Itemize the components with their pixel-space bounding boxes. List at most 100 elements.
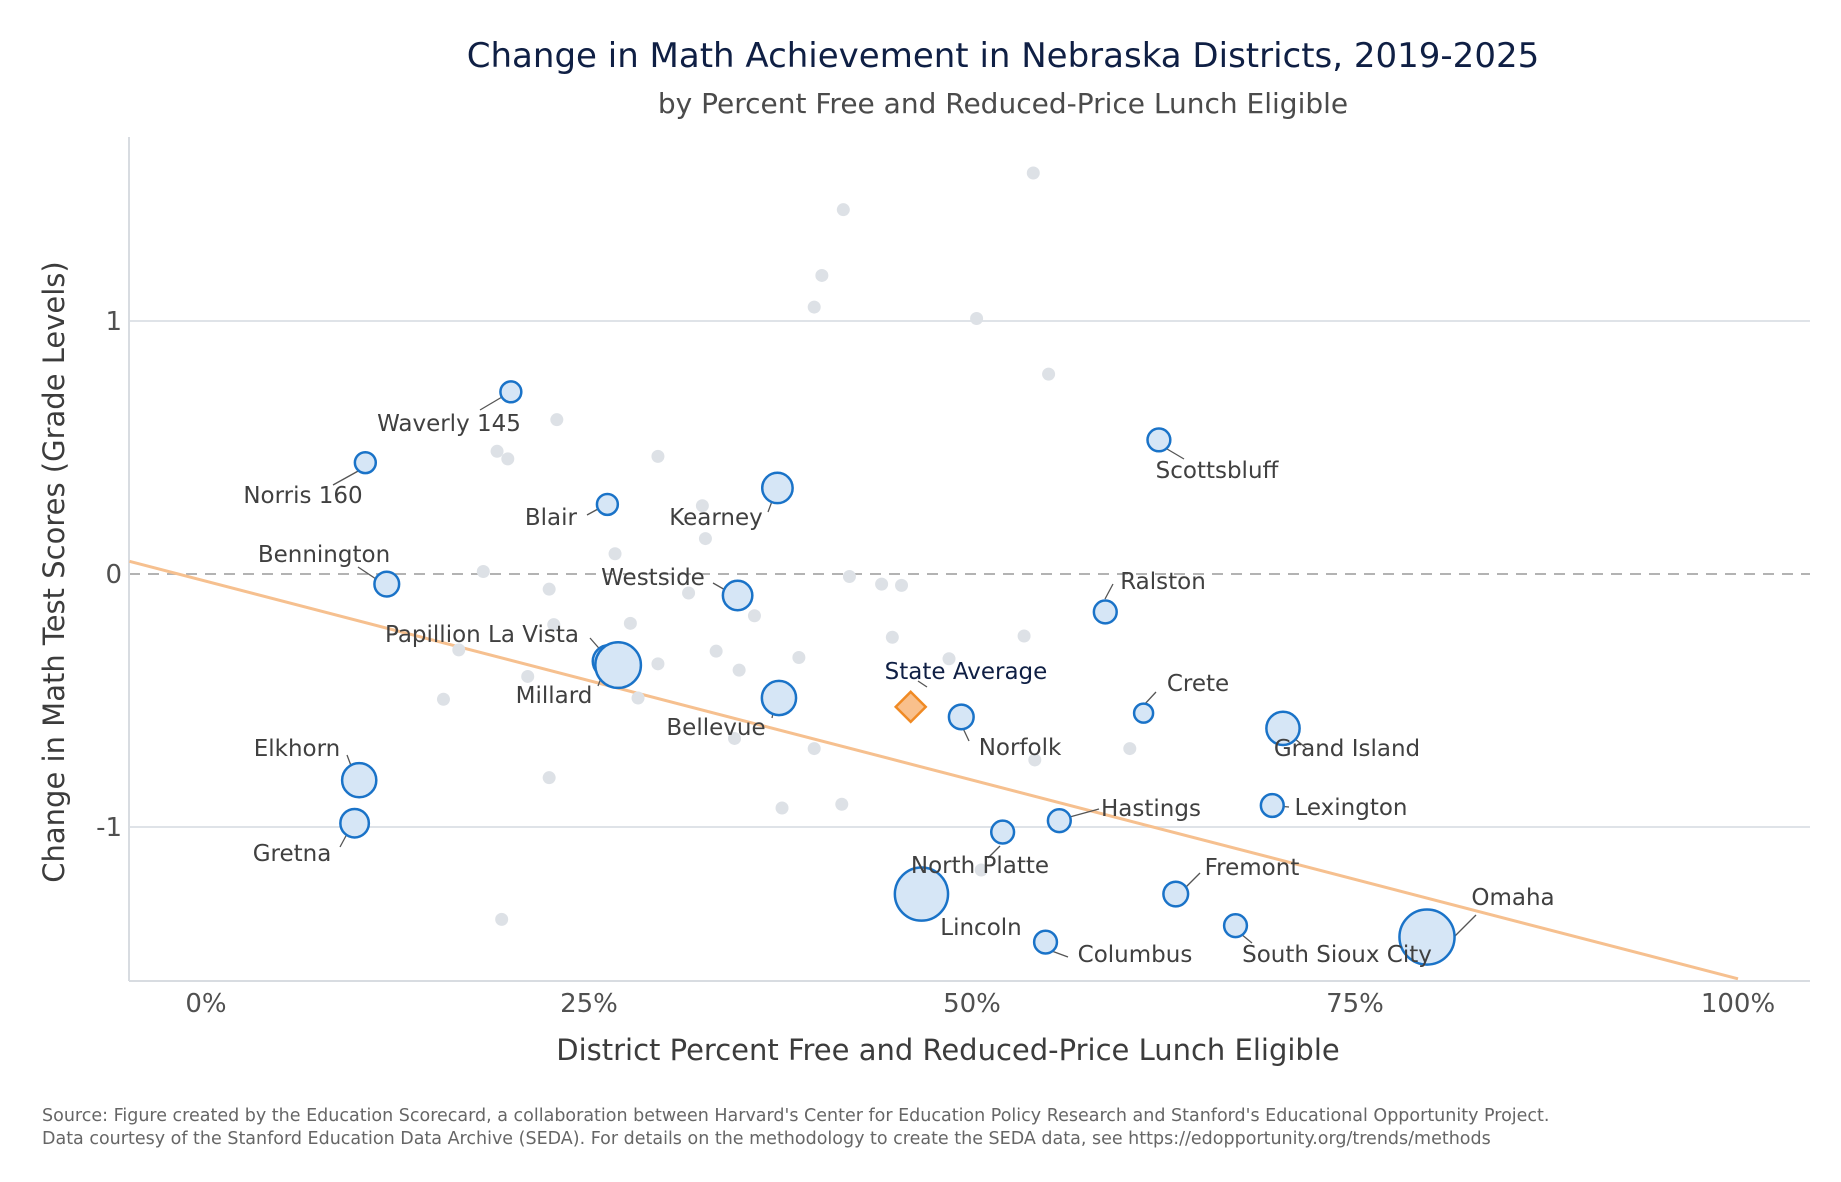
district-point	[1042, 367, 1056, 381]
district-point-highlighted	[340, 761, 378, 799]
district-label: North Platte	[911, 853, 1049, 879]
district-point-highlighted	[1132, 702, 1155, 724]
x-axis-title: District Percent Free and Reduced-Price …	[556, 1033, 1340, 1067]
state-average-marker	[893, 690, 928, 724]
district-point-highlighted	[1398, 908, 1456, 966]
district-point	[775, 801, 789, 815]
label-leader-line	[917, 680, 928, 688]
district-point-highlighted	[1259, 792, 1285, 819]
axes	[128, 137, 1810, 982]
x-tick-label: 100%	[1701, 989, 1775, 1019]
district-point	[550, 413, 564, 427]
district-point-highlighted	[1146, 427, 1172, 453]
x-tick-label: 75%	[1326, 989, 1384, 1019]
district-label: Fremont	[1205, 855, 1300, 881]
district-label: Lincoln	[940, 915, 1021, 941]
district-point	[623, 616, 637, 630]
district-label: Grand Island	[1274, 736, 1420, 762]
district-point	[608, 547, 622, 561]
chart-subtitle: by Percent Free and Reduced-Price Lunch …	[658, 87, 1348, 120]
district-point	[452, 643, 466, 657]
district-point	[495, 912, 509, 926]
district-point	[835, 797, 849, 811]
district-label: Blair	[525, 505, 578, 531]
district-label: Papillion La Vista	[385, 622, 579, 648]
district-point-highlighted	[760, 679, 798, 717]
district-point	[807, 300, 821, 314]
state-average-group	[893, 690, 928, 724]
district-point	[476, 564, 490, 578]
district-point	[501, 452, 515, 466]
district-point	[747, 609, 761, 623]
district-point-highlighted	[760, 471, 794, 505]
y-tick-label: 0	[105, 560, 122, 590]
label-leader-line	[1452, 914, 1477, 939]
district-point-highlighted	[947, 703, 975, 731]
y-tick-label: 1	[105, 307, 122, 337]
district-label: Gretna	[253, 841, 332, 867]
district-point	[695, 499, 709, 513]
district-point	[436, 692, 450, 706]
district-labels: Norris 160 Waverly 145 Bennington Blair Kear…	[243, 411, 1554, 968]
district-point-highlighted	[1046, 808, 1072, 834]
district-point-highlighted	[893, 866, 950, 922]
district-point	[542, 771, 556, 785]
district-label: Ralston	[1120, 569, 1206, 595]
district-point-highlighted	[989, 819, 1016, 845]
labeled-districts	[339, 380, 1456, 966]
x-tick-label: 50%	[943, 989, 1001, 1019]
district-point	[542, 582, 556, 596]
district-point	[732, 663, 746, 677]
district-point	[842, 570, 856, 584]
district-point-highlighted	[1222, 913, 1249, 939]
label-leader-line	[1065, 808, 1100, 819]
district-point-highlighted	[594, 641, 643, 690]
district-point	[875, 577, 889, 591]
label-leader-line	[479, 396, 503, 411]
district-point	[1026, 166, 1040, 180]
district-point	[547, 618, 561, 632]
district-point	[885, 630, 899, 644]
district-point-highlighted	[1092, 599, 1118, 625]
district-point	[521, 669, 535, 683]
district-point	[1028, 753, 1042, 767]
district-point	[970, 311, 984, 325]
trend-line	[129, 559, 1739, 981]
district-label: Norris 160	[243, 483, 362, 509]
label-leader-line	[357, 566, 377, 580]
district-point-highlighted	[1032, 929, 1059, 955]
district-point	[631, 691, 645, 705]
gridlines	[129, 320, 1810, 828]
district-point	[815, 268, 829, 282]
district-label: Lexington	[1294, 795, 1407, 821]
district-label: Columbus	[1078, 942, 1193, 968]
district-label: Bellevue	[666, 715, 765, 741]
district-label: Millard	[516, 683, 593, 709]
label-leader-line	[339, 833, 348, 848]
district-label: Waverly 145	[377, 411, 521, 437]
chart-title: Change in Math Achievement in Nebraska D…	[467, 36, 1539, 76]
state-average-label: State Average	[885, 659, 1048, 685]
source-note-line-1: Source: Figure created by the Education …	[42, 1106, 1549, 1126]
district-point	[682, 586, 696, 600]
trend-line-group	[129, 559, 1739, 981]
district-point	[651, 449, 665, 463]
district-point-highlighted	[1265, 710, 1301, 747]
x-tick-label: 25%	[560, 989, 618, 1019]
district-point	[807, 742, 821, 756]
district-point-highlighted	[595, 492, 620, 517]
district-point-highlighted	[339, 807, 371, 839]
district-label: Omaha	[1471, 885, 1554, 911]
district-point-highlighted	[1162, 880, 1190, 908]
label-leader-line	[1104, 583, 1114, 600]
district-point-highlighted	[353, 450, 378, 475]
y-axis-title: Change in Math Test Scores (Grade Levels…	[37, 261, 71, 882]
district-point-highlighted	[373, 570, 401, 598]
district-point	[728, 731, 742, 745]
district-point	[1123, 742, 1137, 756]
district-point	[651, 657, 665, 671]
y-tick-label: -1	[96, 813, 122, 843]
district-label: Elkhorn	[254, 736, 341, 762]
district-label: Hastings	[1101, 796, 1201, 822]
